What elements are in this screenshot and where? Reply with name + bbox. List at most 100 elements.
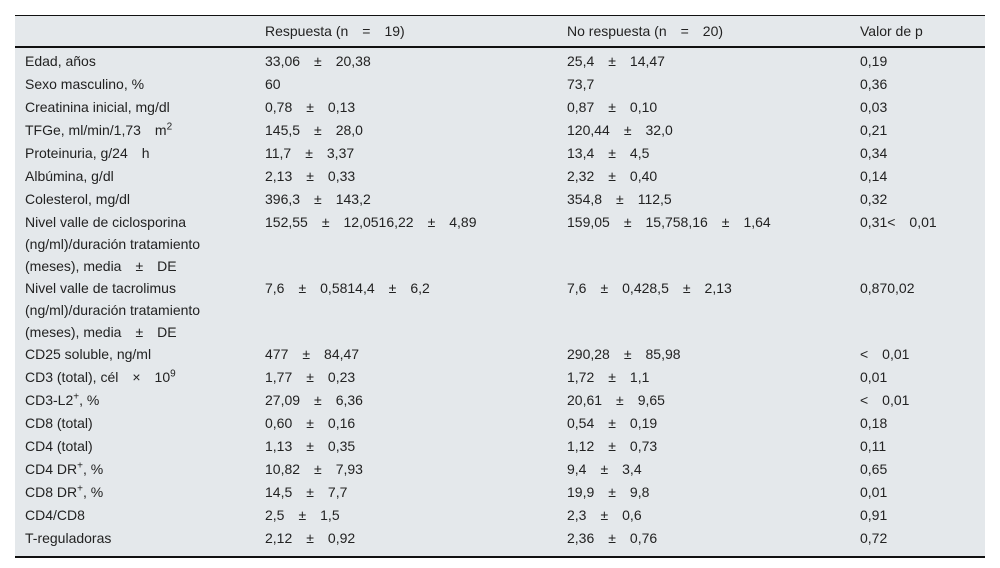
row-label-text: Colesterol, mg/dl <box>25 191 131 207</box>
row-label-text: Proteinuria, g/24 h <box>25 145 150 161</box>
no-respuesta-value: 19,9 ± 9,8 <box>567 484 650 500</box>
row-label: Albúmina, g/dl <box>15 165 255 188</box>
p-value: 0,870,02 <box>860 280 915 296</box>
respuesta-value: 396,3 ± 143,2 <box>265 191 371 207</box>
row-label-text: CD4 DR <box>25 461 78 477</box>
p-value: 0,18 <box>860 415 888 431</box>
p-value: < 0,01 <box>860 392 910 408</box>
row-label-text: T-reguladoras <box>25 530 112 546</box>
p-value: 0,01 <box>860 484 888 500</box>
p-value: 0,32 <box>860 191 888 207</box>
row-label: Creatinina inicial, mg/dl <box>15 96 255 119</box>
row-label-text: Nivel valle de tacrolimus (ng/ml)/duraci… <box>25 280 201 340</box>
no-respuesta-value: 20,61 ± 9,65 <box>567 392 665 408</box>
table-row: TFGe, ml/min/1,73 m2 145,5 ± 28,0 120,44 ±… <box>15 119 985 142</box>
row-label-text: CD3 (total), cél × 10 <box>25 369 171 385</box>
row-label: Sexo masculino, % <box>15 73 255 96</box>
p-value: 0,21 <box>860 122 888 138</box>
no-respuesta-value: 159,05 ± 15,758,16 ± 1,64 <box>567 214 771 230</box>
no-respuesta-value: 290,28 ± 85,98 <box>567 346 681 362</box>
table-header: Respuesta (n = 19) No respuesta (n = 20)… <box>15 15 985 48</box>
no-respuesta-value: 120,44 ± 32,0 <box>567 122 673 138</box>
table-row: CD4 DR+, % 10,82 ± 7,93 9,4 ± 3,4 0,65 <box>15 458 985 481</box>
row-label-text: CD4/CD8 <box>25 507 85 523</box>
row-label: Edad, años <box>15 47 255 73</box>
row-label: CD4 DR+, % <box>15 458 255 481</box>
no-respuesta-value: 354,8 ± 112,5 <box>567 191 672 207</box>
respuesta-value: 145,5 ± 28,0 <box>265 122 363 138</box>
row-label: TFGe, ml/min/1,73 m2 <box>15 119 255 142</box>
no-respuesta-value: 2,32 ± 0,40 <box>567 168 658 184</box>
row-label-text: Nivel valle de ciclosporina (ng/ml)/dura… <box>25 214 201 274</box>
row-label: CD3-L2+, % <box>15 389 255 412</box>
row-label-suffix: , % <box>79 392 100 408</box>
results-table-container: Respuesta (n = 19) No respuesta (n = 20)… <box>15 15 985 558</box>
table-row: CD8 DR+, % 14,5 ± 7,7 19,9 ± 9,8 0,01 <box>15 481 985 504</box>
respuesta-value: 0,60 ± 0,16 <box>265 415 356 431</box>
row-label: CD8 (total) <box>15 412 255 435</box>
table-row: Nivel valle de ciclosporina (ng/ml)/dura… <box>15 211 985 277</box>
header-respuesta: Respuesta (n = 19) <box>265 23 405 39</box>
respuesta-value: 1,13 ± 0,35 <box>265 438 356 454</box>
no-respuesta-value: 7,6 ± 0,428,5 ± 2,13 <box>567 280 732 296</box>
row-label-text: TFGe, ml/min/1,73 m <box>25 122 167 138</box>
respuesta-value: 152,55 ± 12,0516,22 ± 4,89 <box>265 214 477 230</box>
respuesta-value: 2,12 ± 0,92 <box>265 530 356 546</box>
p-value: 0,34 <box>860 145 888 161</box>
respuesta-value: 10,82 ± 7,93 <box>265 461 363 477</box>
p-value: 0,19 <box>860 53 888 69</box>
respuesta-value: 60 <box>265 76 281 92</box>
p-value: 0,14 <box>860 168 888 184</box>
row-label-text: CD8 DR <box>25 484 78 500</box>
respuesta-value: 27,09 ± 6,36 <box>265 392 363 408</box>
no-respuesta-value: 0,54 ± 0,19 <box>567 415 658 431</box>
row-label-text: Creatinina inicial, mg/dl <box>25 99 170 115</box>
no-respuesta-value: 73,7 <box>567 76 595 92</box>
p-value: 0,36 <box>860 76 888 92</box>
row-label-text: CD4 (total) <box>25 438 93 454</box>
header-row: Respuesta (n = 19) No respuesta (n = 20)… <box>15 15 985 48</box>
row-label-suffix: , % <box>82 461 104 477</box>
p-value: 0,72 <box>860 530 888 546</box>
table-body: Edad, años 33,06 ± 20,38 25,4 ± 14,47 0,19 S… <box>15 47 985 557</box>
respuesta-value: 2,5 ± 1,5 <box>265 507 340 523</box>
row-label: CD8 DR+, % <box>15 481 255 504</box>
no-respuesta-value: 1,12 ± 0,73 <box>567 438 658 454</box>
no-respuesta-value: 1,72 ± 1,1 <box>567 369 650 385</box>
respuesta-value: 1,77 ± 0,23 <box>265 369 356 385</box>
row-label-superscript: + <box>73 391 80 403</box>
p-value: 0,11 <box>860 438 887 454</box>
row-label-text: Edad, años <box>25 53 96 69</box>
table-row: Edad, años 33,06 ± 20,38 25,4 ± 14,47 0,19 <box>15 47 985 73</box>
respuesta-value: 11,7 ± 3,37 <box>265 145 355 161</box>
table-row: CD25 soluble, ng/ml 477 ± 84,47 290,28 ± 8… <box>15 343 985 366</box>
row-label-text: Sexo masculino, % <box>25 76 145 92</box>
row-label-text: Albúmina, g/dl <box>25 168 114 184</box>
respuesta-value: 14,5 ± 7,7 <box>265 484 348 500</box>
p-value: 0,91 <box>860 507 888 523</box>
comparison-table: Respuesta (n = 19) No respuesta (n = 20)… <box>15 15 985 558</box>
p-value: 0,65 <box>860 461 888 477</box>
row-label: T-reguladoras <box>15 527 255 557</box>
table-row: Proteinuria, g/24 h 11,7 ± 3,37 13,4 ± 4,5… <box>15 142 985 165</box>
table-row: CD3 (total), cél × 109 1,77 ± 0,23 1,72 ± … <box>15 366 985 389</box>
row-label: CD4/CD8 <box>15 504 255 527</box>
table-row: Sexo masculino, % 60 73,7 0,36 <box>15 73 985 96</box>
row-label-text: CD8 (total) <box>25 415 93 431</box>
row-label: Nivel valle de tacrolimus (ng/ml)/duraci… <box>15 277 255 343</box>
row-label: CD4 (total) <box>15 435 255 458</box>
row-label: CD3 (total), cél × 109 <box>15 366 255 389</box>
table-row: CD4/CD8 2,5 ± 1,5 2,3 ± 0,6 0,91 <box>15 504 985 527</box>
row-label-text: CD3-L2 <box>25 392 74 408</box>
row-label: CD25 soluble, ng/ml <box>15 343 255 366</box>
table-row: Creatinina inicial, mg/dl 0,78 ± 0,13 0,87… <box>15 96 985 119</box>
header-p-value: Valor de p <box>860 23 923 39</box>
respuesta-value: 7,6 ± 0,5814,4 ± 6,2 <box>265 280 430 296</box>
no-respuesta-value: 13,4 ± 4,5 <box>567 145 650 161</box>
table-row: CD8 (total) 0,60 ± 0,16 0,54 ± 0,19 0,18 <box>15 412 985 435</box>
header-variable <box>15 16 255 48</box>
table-row: T-reguladoras 2,12 ± 0,92 2,36 ± 0,76 0,72 <box>15 527 985 557</box>
header-no-respuesta: No respuesta (n = 20) <box>567 23 724 39</box>
row-label-suffix: , % <box>82 484 104 500</box>
p-value: 0,03 <box>860 99 888 115</box>
